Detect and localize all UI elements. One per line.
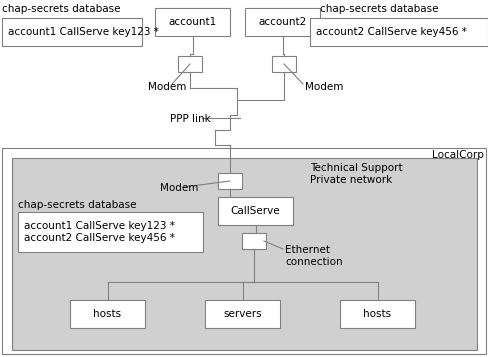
Text: hosts: hosts xyxy=(93,309,122,319)
Text: account1 CallServe key123 *
account2 CallServe key456 *: account1 CallServe key123 * account2 Cal… xyxy=(24,221,175,243)
Text: account2 CallServe key456 *: account2 CallServe key456 * xyxy=(315,27,466,37)
Bar xyxy=(178,56,202,72)
Text: chap-secrets database: chap-secrets database xyxy=(319,4,438,14)
Text: account1 CallServe key123 *: account1 CallServe key123 * xyxy=(8,27,159,37)
Text: account2: account2 xyxy=(258,17,306,27)
Text: hosts: hosts xyxy=(363,309,391,319)
Text: Ethernet
connection: Ethernet connection xyxy=(285,245,342,267)
Text: LocalCorp: LocalCorp xyxy=(431,150,483,160)
Bar xyxy=(12,158,476,350)
Bar xyxy=(271,56,295,72)
Text: account1: account1 xyxy=(168,17,216,27)
Text: chap-secrets database: chap-secrets database xyxy=(18,200,136,210)
Text: CallServe: CallServe xyxy=(230,206,280,216)
Bar xyxy=(70,300,145,328)
Bar xyxy=(204,300,280,328)
Bar xyxy=(242,233,265,249)
Text: Modem: Modem xyxy=(305,82,343,92)
Bar xyxy=(218,197,292,225)
Text: Technical Support
Private network: Technical Support Private network xyxy=(309,163,402,185)
Bar xyxy=(2,18,142,46)
Text: PPP link: PPP link xyxy=(170,114,210,124)
Text: Modem: Modem xyxy=(148,82,186,92)
Bar xyxy=(218,173,242,189)
Bar xyxy=(2,148,485,354)
Bar xyxy=(339,300,414,328)
Bar xyxy=(155,8,229,36)
Bar xyxy=(18,212,203,252)
Bar xyxy=(244,8,319,36)
Text: servers: servers xyxy=(223,309,261,319)
Bar xyxy=(309,18,487,46)
Text: chap-secrets database: chap-secrets database xyxy=(2,4,120,14)
Text: Modem: Modem xyxy=(160,183,198,193)
